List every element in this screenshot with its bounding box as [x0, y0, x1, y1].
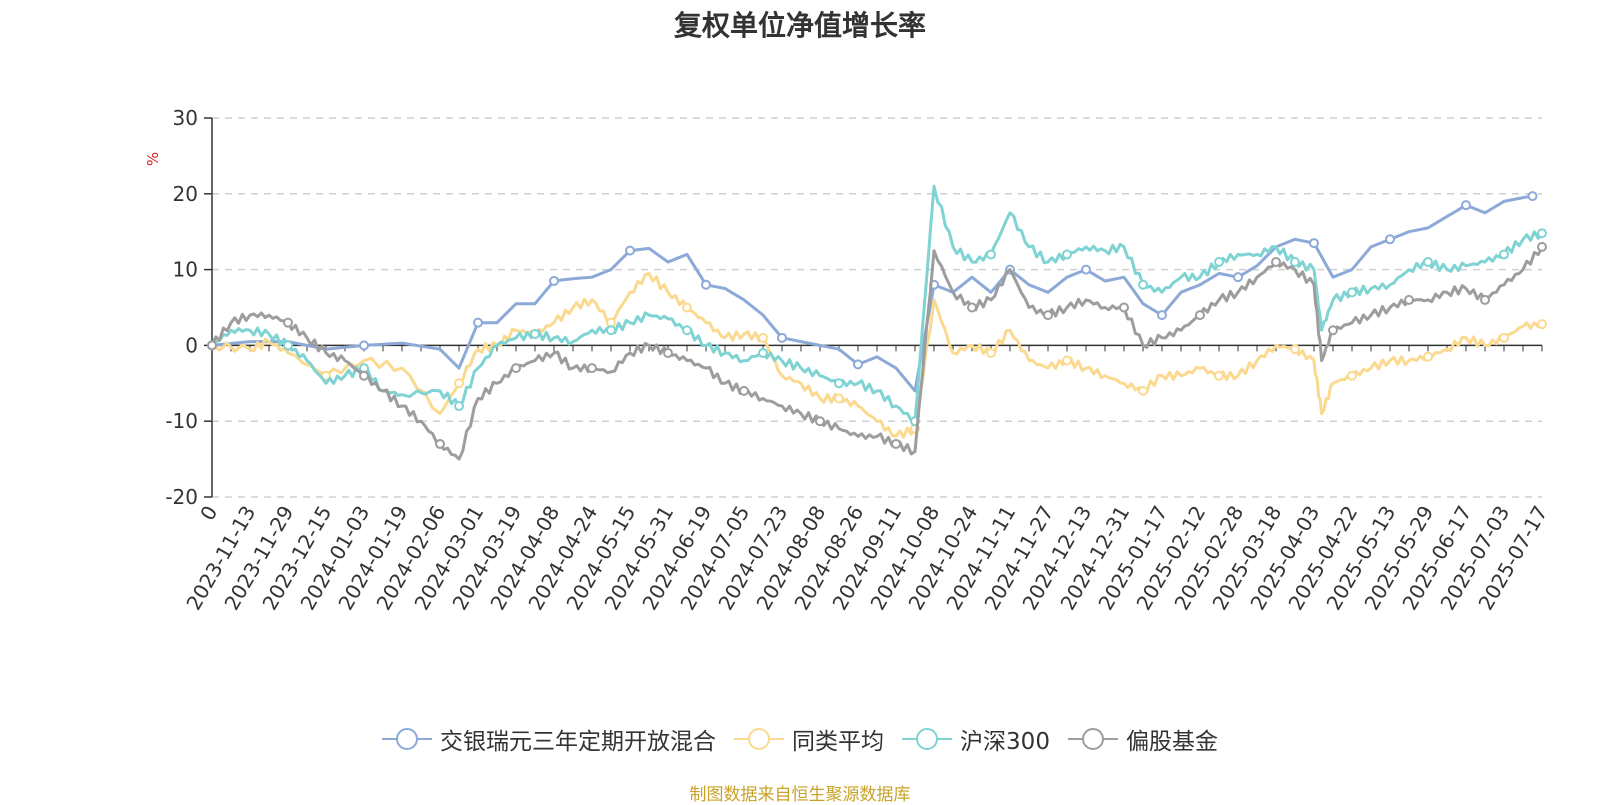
series-point-3	[815, 416, 825, 427]
series-point-1	[321, 370, 331, 381]
legend-label: 同类平均	[792, 729, 885, 755]
source-note: 制图数据来自恒生聚源数据库	[689, 785, 911, 805]
legend-item[interactable]: 同类平均	[734, 722, 884, 756]
series-point-2	[1537, 228, 1547, 239]
series-point-3	[891, 438, 901, 449]
legend-swatch-icon	[734, 728, 785, 750]
series-point-3	[359, 370, 369, 381]
y-tick-label: -10	[165, 409, 198, 433]
series-point-1	[1138, 385, 1148, 396]
legend-swatch-circle	[916, 728, 939, 750]
series-point-2	[1347, 287, 1357, 298]
series-point-0	[777, 332, 787, 343]
series-point-0	[853, 359, 863, 370]
series-point-3	[283, 317, 293, 328]
series-point-3	[967, 302, 977, 313]
series-point-2	[1138, 279, 1148, 290]
series-point-0	[1385, 234, 1395, 245]
legend-label: 交银瑞元三年定期开放混合	[440, 729, 717, 755]
series-point-2	[682, 325, 692, 336]
series-point-3	[1328, 325, 1338, 336]
series-point-0	[1309, 238, 1319, 249]
legend-item[interactable]: 偏股基金	[1067, 722, 1218, 756]
y-tick-label: -20	[165, 485, 198, 509]
series-point-2	[530, 329, 540, 340]
series-point-3	[1537, 241, 1547, 252]
x-tick-label: 0	[195, 502, 222, 525]
series-point-2	[283, 340, 293, 351]
series-point-2	[1062, 249, 1072, 260]
legend-label: 偏股基金	[1125, 729, 1218, 755]
legend-item[interactable]: 沪深300	[902, 722, 1050, 756]
legend-swatch-circle	[748, 728, 771, 750]
y-tick-label: 0	[185, 333, 198, 357]
series-point-2	[1423, 257, 1433, 268]
legend-swatch-icon	[382, 728, 433, 750]
series-point-1	[454, 378, 464, 389]
legend-label: 沪深300	[960, 729, 1050, 755]
series-point-3	[1480, 294, 1490, 305]
series-point-2	[606, 325, 616, 336]
series-point-3	[1195, 310, 1205, 321]
series-point-3	[435, 438, 445, 449]
legend-swatch-circle	[396, 728, 419, 750]
series-point-2	[986, 249, 996, 260]
chart-title: 复权单位净值增长率	[673, 9, 926, 42]
series-point-2	[454, 401, 464, 412]
series-point-0	[1233, 272, 1243, 283]
series-point-3	[587, 363, 597, 374]
series-point-0	[1081, 264, 1091, 275]
series-point-1	[682, 302, 692, 313]
series-point-1	[1423, 351, 1433, 362]
legend-item[interactable]: 交银瑞元三年定期开放混合	[382, 722, 716, 756]
series-point-3	[1043, 310, 1053, 321]
series-point-0	[1157, 310, 1167, 321]
series-line-2	[210, 184, 1544, 423]
series-point-3	[1404, 294, 1414, 305]
series-point-1	[1214, 370, 1224, 381]
legend: 交银瑞元三年定期开放混合 同类平均 沪深300 偏股基金	[0, 722, 1600, 756]
series-point-1	[1347, 370, 1357, 381]
series-point-3	[1119, 302, 1129, 313]
y-tick-label: 20	[173, 182, 198, 206]
y-tick-label: 10	[173, 258, 198, 282]
series-point-0	[549, 275, 559, 286]
series-point-1	[1537, 319, 1547, 330]
series-point-0	[625, 245, 635, 256]
series-point-3	[663, 347, 673, 358]
series-point-3	[511, 363, 521, 374]
series-point-0	[359, 340, 369, 351]
series-point-0	[473, 317, 483, 328]
series-point-2	[1214, 257, 1224, 268]
series-point-1	[1062, 355, 1072, 366]
y-tick-label: 30	[173, 106, 198, 130]
series-point-1	[986, 347, 996, 358]
series-point-1	[758, 332, 768, 343]
series-point-3	[207, 340, 217, 351]
series-point-0	[701, 279, 711, 290]
series-point-0	[1527, 191, 1538, 202]
series-point-1	[1499, 332, 1509, 343]
legend-swatch-circle	[1081, 728, 1104, 750]
series-point-2	[834, 378, 844, 389]
series-line-1	[211, 271, 1543, 439]
legend-swatch-icon	[902, 728, 953, 750]
legend-swatch-icon	[1067, 728, 1118, 750]
series-point-2	[1499, 249, 1509, 260]
series-point-1	[1290, 344, 1300, 355]
series-point-2	[1290, 257, 1300, 268]
series-point-1	[834, 393, 844, 404]
line-chart: -20-10010203002023-11-132023-11-292023-1…	[165, 106, 1552, 614]
series-point-3	[1271, 257, 1281, 268]
series-point-0	[1461, 200, 1471, 211]
series-point-3	[739, 385, 749, 396]
series-line-3	[210, 246, 1544, 461]
series-line-0	[211, 194, 1533, 393]
series-point-2	[758, 347, 768, 358]
